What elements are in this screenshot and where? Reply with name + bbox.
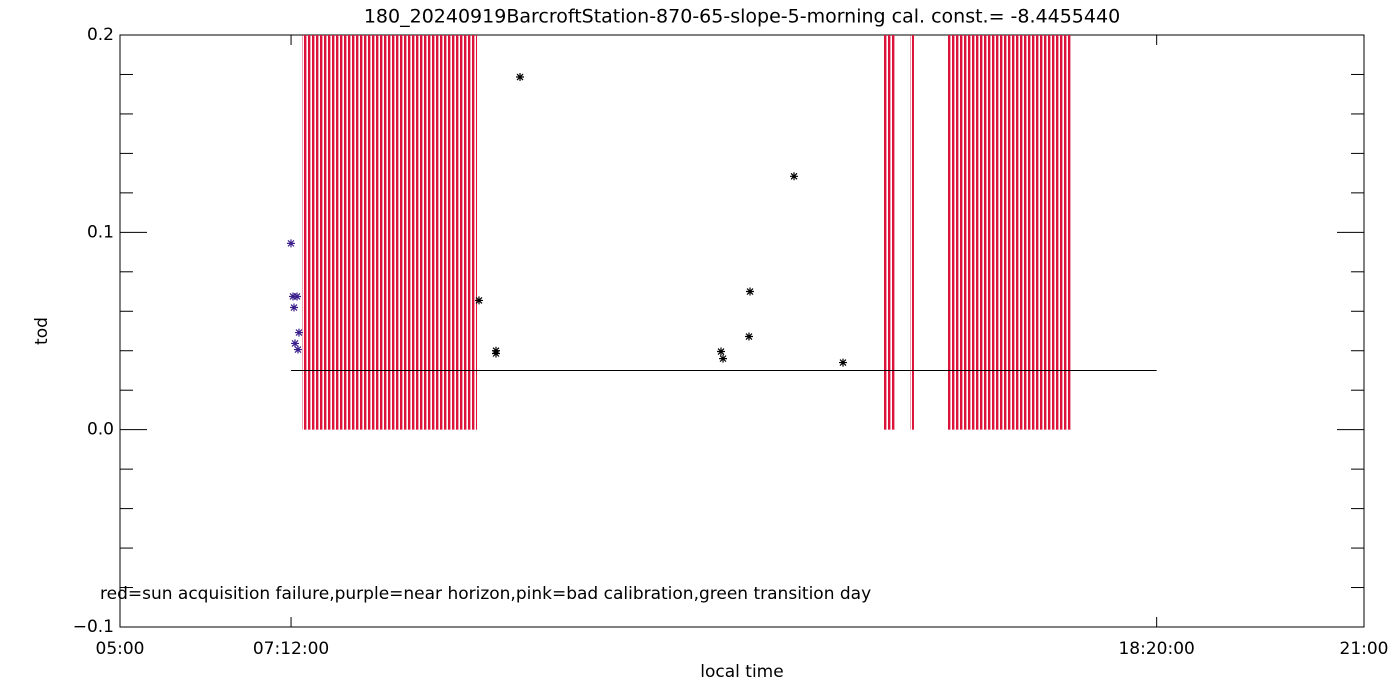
- x-tick-label: 21:00: [1340, 639, 1389, 659]
- point: [293, 345, 302, 354]
- x-tick-label: 18:20:00: [1118, 639, 1194, 659]
- failure-span: [910, 35, 914, 430]
- point: [838, 358, 847, 367]
- annotation: red=sun acquisition failure,purple=near …: [100, 584, 871, 604]
- point: [286, 239, 295, 248]
- point: [744, 332, 753, 341]
- point: [293, 292, 302, 301]
- point: [291, 339, 300, 348]
- plot-frame: [119, 34, 1365, 628]
- y-axis-label: tod: [32, 317, 52, 345]
- point: [790, 172, 799, 181]
- x-tick-label: 07:12:00: [253, 639, 329, 659]
- point: [717, 347, 726, 356]
- point: [516, 73, 525, 82]
- y-tick-label: 0.1: [87, 222, 114, 242]
- failure-span: [882, 35, 897, 430]
- point: [719, 354, 728, 363]
- x-axis-label: local time: [700, 662, 783, 682]
- y-tick-label: 0.2: [87, 25, 114, 45]
- point: [746, 287, 755, 296]
- point: [474, 296, 483, 305]
- point: [290, 303, 299, 312]
- x-tick-label: 05:00: [96, 639, 145, 659]
- point: [288, 292, 297, 301]
- y-tick-label: −0.1: [73, 617, 114, 637]
- point: [294, 328, 303, 337]
- y-tick-label: 0.0: [87, 420, 114, 440]
- failure-span: [947, 35, 1072, 430]
- point: [491, 349, 500, 358]
- failure-span: [302, 35, 478, 430]
- chart-title: 180_20240919BarcroftStation-870-65-slope…: [364, 6, 1120, 28]
